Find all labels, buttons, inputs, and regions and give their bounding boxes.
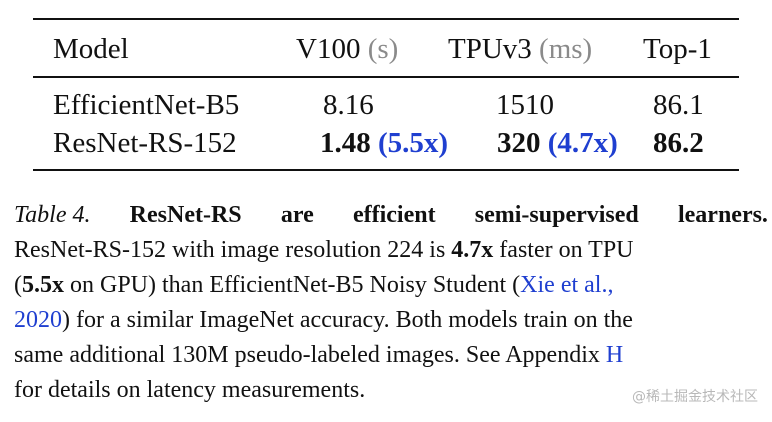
caption-line-3: (5.5x on GPU) than EfficientNet-B5 Noisy… bbox=[14, 272, 614, 298]
header-v100-unit: (s) bbox=[367, 33, 399, 65]
row2-tpuv3: 320 (4.7x) bbox=[497, 126, 618, 160]
caption-line-4: 2020) for a similar ImageNet accuracy. B… bbox=[14, 305, 768, 335]
row2-model: ResNet-RS-152 bbox=[53, 127, 237, 159]
row1-model: EfficientNet-B5 bbox=[53, 89, 240, 121]
caption-text: ResNet-RS-152 with image resolution 224 … bbox=[14, 237, 452, 263]
caption-label: Table 4. bbox=[14, 202, 91, 228]
caption-title-word: efficient bbox=[352, 202, 436, 228]
watermark: @稀土掘金技术社区 bbox=[632, 389, 758, 405]
caption-line-5: same additional 130M pseudo-labeled imag… bbox=[14, 340, 768, 370]
caption-title-word: ResNet-RS bbox=[129, 202, 242, 228]
header-model: Model bbox=[53, 33, 129, 65]
caption-line-2: ResNet-RS-152 with image resolution 224 … bbox=[14, 235, 768, 265]
caption-text: on GPU) than EfficientNet-B5 Noisy Stude… bbox=[64, 272, 521, 298]
row2-v100-speedup: (5.5x) bbox=[378, 127, 449, 159]
header-top1: Top-1 bbox=[643, 33, 712, 65]
header-tpuv3: TPUv3 (ms) bbox=[448, 32, 592, 66]
caption-text: faster on TPU bbox=[493, 237, 634, 263]
header-tpuv3-label: TPUv3 bbox=[448, 33, 532, 65]
table-bottom-rule bbox=[33, 169, 739, 171]
caption-line-6: for details on latency measurements. bbox=[14, 377, 366, 403]
row2-v100-value: 1.48 bbox=[320, 127, 371, 159]
caption-text: same additional 130M pseudo-labeled imag… bbox=[14, 342, 606, 368]
row2-top1: 86.2 bbox=[653, 127, 704, 159]
table-top-rule bbox=[33, 18, 739, 20]
caption-bold-text: 5.5x bbox=[22, 272, 64, 298]
caption-bold-text: 4.7x bbox=[451, 237, 494, 263]
row1-top1: 86.1 bbox=[653, 89, 704, 121]
table-header-rule bbox=[33, 76, 739, 78]
caption-title-word: semi-supervised bbox=[474, 202, 639, 228]
row1-v100: 8.16 bbox=[323, 89, 374, 121]
row1-tpuv3: 1510 bbox=[496, 89, 554, 121]
caption-title-word: learners. bbox=[677, 202, 768, 228]
caption-line-1: Table 4. ResNet-RS are efficient semi-su… bbox=[14, 200, 768, 230]
row2-v100: 1.48 (5.5x) bbox=[320, 126, 448, 160]
row2-tpuv3-value: 320 bbox=[497, 127, 541, 159]
header-v100-label: V100 bbox=[296, 33, 361, 65]
header-v100: V100 (s) bbox=[296, 32, 398, 66]
citation-link-year[interactable]: 2020 bbox=[14, 307, 62, 333]
row2-tpuv3-speedup: (4.7x) bbox=[547, 127, 618, 159]
citation-link[interactable]: Xie et al., bbox=[520, 272, 614, 298]
caption-title-word: are bbox=[280, 202, 314, 228]
caption-text: ) for a similar ImageNet accuracy. Both … bbox=[62, 307, 633, 333]
header-tpuv3-unit: (ms) bbox=[539, 33, 593, 65]
appendix-link[interactable]: H bbox=[605, 342, 624, 368]
